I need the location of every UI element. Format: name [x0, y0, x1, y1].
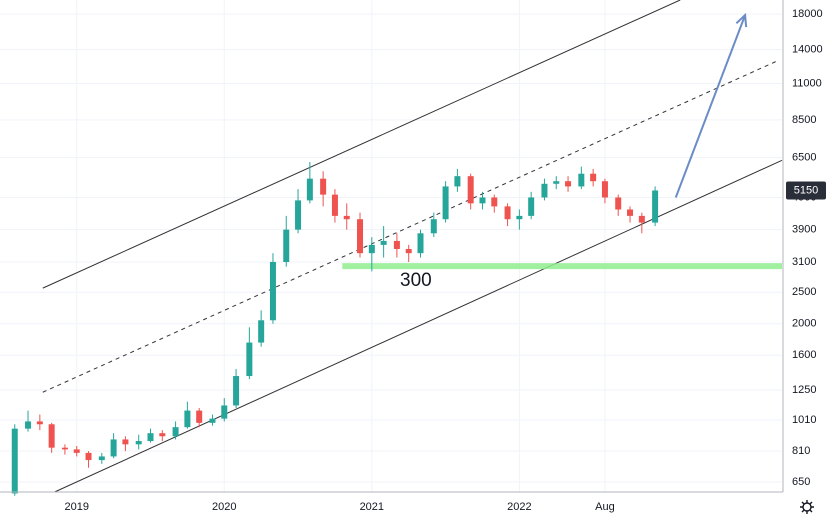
candle-body [283, 229, 290, 262]
candle-body [85, 452, 92, 461]
candle-body [380, 240, 387, 245]
candle-body [184, 410, 191, 428]
candle-body [578, 173, 585, 187]
y-tick-label: 2000 [792, 318, 816, 330]
y-tick-label: 2500 [792, 286, 816, 298]
candle-body [368, 244, 375, 254]
y-tick-label: 3100 [792, 256, 816, 268]
candle-body [652, 190, 659, 223]
candle-body [638, 215, 645, 223]
x-tick-label: 2022 [507, 501, 531, 513]
candle-body [405, 248, 412, 254]
candle-body [11, 428, 18, 494]
candle-body [331, 194, 338, 216]
candle-body [196, 410, 203, 423]
x-tick-label: Aug [595, 501, 615, 513]
candle-body [61, 447, 68, 450]
candle-body [417, 233, 424, 254]
candle-body [110, 439, 117, 457]
candle-body [454, 176, 461, 187]
y-tick-label: 14000 [792, 43, 823, 55]
x-tick-label: 2019 [64, 501, 88, 513]
y-tick-label: 3900 [792, 224, 816, 236]
candle-body [565, 181, 572, 187]
y-tick-label: 8500 [792, 114, 816, 126]
candle-body [209, 418, 216, 423]
y-tick-label: 810 [792, 445, 810, 457]
candle-body [357, 219, 364, 254]
grid [0, 0, 782, 492]
candle-body [25, 421, 32, 429]
candle-body [295, 200, 302, 230]
y-tick-label: 11000 [792, 77, 822, 89]
candle-body [590, 173, 597, 182]
candle-body [36, 421, 43, 425]
candle-body [246, 342, 253, 377]
y-tick-label: 650 [792, 476, 810, 488]
last-price-box [786, 181, 826, 200]
candle-body [467, 176, 474, 204]
arrow [674, 12, 748, 198]
candle-body [541, 183, 548, 198]
y-tick-label: 1010 [792, 414, 816, 426]
candle-body [48, 424, 55, 448]
candle-body [159, 433, 166, 437]
axes: 6508101010125016002000250031003900490065… [64, 8, 826, 513]
candle-body [516, 215, 523, 220]
annotation: 300 [400, 270, 432, 291]
candle-body [258, 320, 265, 343]
candle-body [135, 441, 142, 445]
candle-body [430, 219, 437, 234]
candle-body [528, 197, 535, 216]
last-price-label: 5150 [794, 184, 818, 196]
candle-body [343, 215, 350, 220]
x-tick-label: 2020 [212, 501, 236, 513]
candle-body [627, 209, 634, 216]
candle-body [269, 261, 276, 321]
y-tick-label: 1250 [792, 384, 816, 396]
candle-body [172, 427, 179, 437]
candle-body [615, 197, 622, 210]
candle-body [98, 456, 105, 461]
y-tick-label: 18000 [792, 8, 823, 20]
candle-body [147, 433, 154, 442]
y-tick-label: 1600 [792, 349, 816, 361]
candle-body [479, 197, 486, 204]
plot [11, 162, 659, 496]
x-tick-label: 2021 [360, 501, 384, 513]
candle-body [233, 376, 240, 406]
candle-body [491, 197, 498, 207]
candle-body [504, 206, 511, 220]
candle-body [73, 449, 80, 453]
candle-body [221, 405, 228, 419]
candle-body [553, 181, 560, 184]
channel-line [42, 59, 780, 393]
settings-icon[interactable] [800, 500, 814, 514]
candle-body [393, 240, 400, 249]
candle-body [442, 186, 449, 220]
y-tick-label: 6500 [792, 152, 816, 164]
channel-line [42, 0, 681, 289]
candle-body [306, 178, 313, 201]
candle-body [601, 181, 608, 198]
candle-body [122, 439, 129, 445]
candle-body [320, 178, 327, 195]
